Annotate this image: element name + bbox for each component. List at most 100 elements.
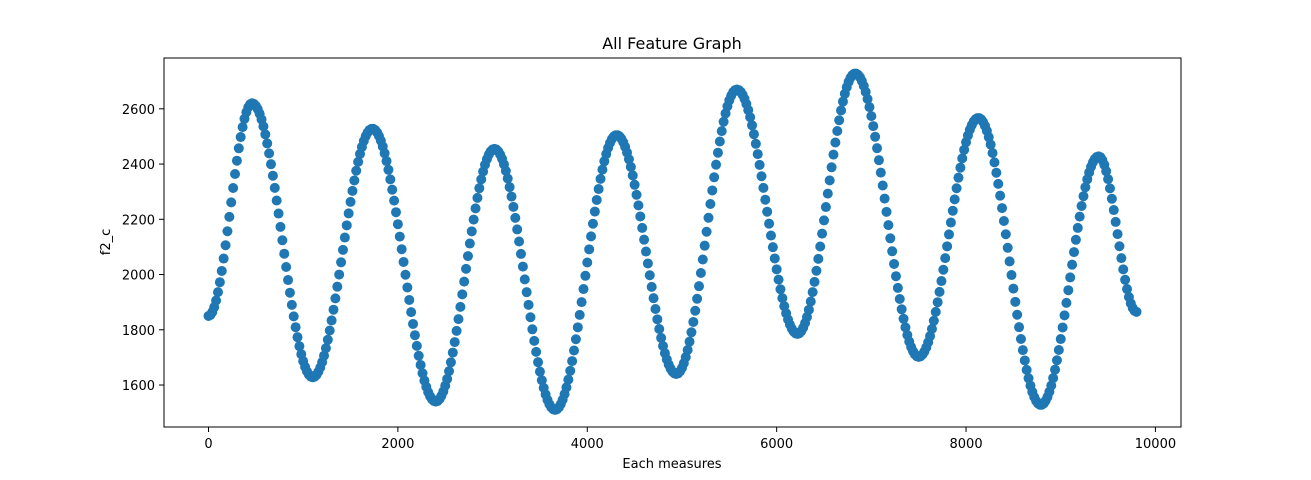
scatter-point <box>1050 364 1061 375</box>
scatter-point <box>224 211 235 222</box>
scatter-point <box>576 297 587 308</box>
scatter-point <box>1131 306 1142 317</box>
scatter-point <box>351 165 362 176</box>
scatter-point <box>326 315 337 326</box>
scatter-point <box>281 262 292 273</box>
scatter-point <box>987 147 998 158</box>
scatter-point <box>712 147 723 158</box>
scatter-point <box>565 365 576 376</box>
scatter-point <box>815 241 826 252</box>
scatter-point <box>701 226 712 237</box>
y-axis: 1600 1800 2000 2200 2400 2600 <box>122 103 164 394</box>
scatter-point <box>442 373 453 384</box>
scatter-point <box>470 203 481 214</box>
scatter-point <box>877 180 888 191</box>
scatter-point <box>275 221 286 232</box>
scatter-point <box>868 121 879 132</box>
scatter-point <box>1059 310 1070 321</box>
x-tick-label: 10000 <box>1135 437 1176 452</box>
scatter-point <box>529 335 540 346</box>
scatter-point <box>944 229 954 240</box>
scatter-point <box>771 264 782 275</box>
scatter-point <box>396 244 407 255</box>
scatter-point <box>765 230 776 241</box>
scatter-point <box>1076 201 1087 212</box>
scatter-point <box>883 220 894 231</box>
scatter-point <box>504 182 515 193</box>
scatter-point <box>830 137 841 148</box>
scatter-point <box>819 215 830 226</box>
x-axis: 0 2000 4000 6000 8000 10000 <box>204 427 1176 452</box>
scatter-point <box>894 293 905 304</box>
scatter-point <box>1012 309 1023 320</box>
scatter-point <box>387 184 398 195</box>
x-tick-label: 6000 <box>760 437 793 452</box>
scatter-point <box>705 198 716 209</box>
scatter-point <box>332 281 343 292</box>
scatter-point <box>957 153 968 164</box>
scatter-point <box>695 268 706 279</box>
scatter-point <box>648 293 659 304</box>
x-tick-label: 0 <box>204 437 212 452</box>
scatter-point <box>578 284 589 295</box>
scatter-point <box>764 218 775 229</box>
scatter-point <box>690 305 701 316</box>
scatter-point <box>264 148 275 159</box>
scatter-point <box>1002 242 1013 253</box>
scatter-point <box>444 366 455 377</box>
scatter-point <box>997 203 1008 214</box>
scatter-point <box>1067 259 1078 270</box>
scatter-point <box>212 287 223 298</box>
scatter-point <box>640 246 651 257</box>
scatter-point <box>650 304 661 315</box>
scatter-point <box>900 322 911 333</box>
scatter-point <box>1078 191 1089 202</box>
scatter-point <box>1114 241 1125 252</box>
scatter-point <box>707 185 718 196</box>
scatter-point <box>226 197 237 208</box>
scatter-point <box>341 220 352 231</box>
scatter-point <box>959 144 970 155</box>
scatter-point <box>1048 373 1059 384</box>
scatter-point <box>642 258 653 269</box>
scatter-point <box>457 289 468 300</box>
scatter-point <box>995 190 1006 201</box>
scatter-point <box>269 182 280 193</box>
scatter-point <box>1118 264 1129 275</box>
scatter-point <box>625 161 636 172</box>
scatter-point <box>400 269 411 280</box>
scatter-point <box>228 183 239 193</box>
scatter-point <box>472 192 483 203</box>
scatter-point <box>353 156 364 167</box>
scatter-point <box>408 318 419 329</box>
scatter-point <box>635 211 646 222</box>
scatter-point <box>536 375 547 386</box>
scatter-point <box>1019 355 1030 366</box>
scatter-point <box>656 332 667 343</box>
scatter-point <box>991 167 1002 178</box>
scatter-point <box>398 256 409 267</box>
scatter-point <box>1069 247 1079 258</box>
scatter-point <box>445 357 456 368</box>
scatter-point <box>805 296 816 307</box>
x-tick-label: 8000 <box>950 437 983 452</box>
scatter-point <box>873 155 884 166</box>
scatter-point <box>834 115 845 126</box>
scatter-point <box>654 323 665 334</box>
scatter-point <box>402 282 413 293</box>
scatter-point <box>769 253 780 264</box>
scatter-point <box>1108 205 1119 216</box>
scatter-point <box>826 162 837 173</box>
scatter-point <box>1070 234 1081 245</box>
scatter-point <box>1017 345 1028 356</box>
scatter-point <box>989 157 1000 168</box>
scatter-point <box>1080 182 1091 193</box>
scatter-point <box>832 126 843 136</box>
scatter-point <box>1051 355 1062 366</box>
scatter-point <box>449 337 460 348</box>
scatter-point <box>692 293 703 304</box>
scatter-point <box>292 332 303 343</box>
scatter-point <box>686 327 697 338</box>
scatter-point <box>343 208 354 219</box>
